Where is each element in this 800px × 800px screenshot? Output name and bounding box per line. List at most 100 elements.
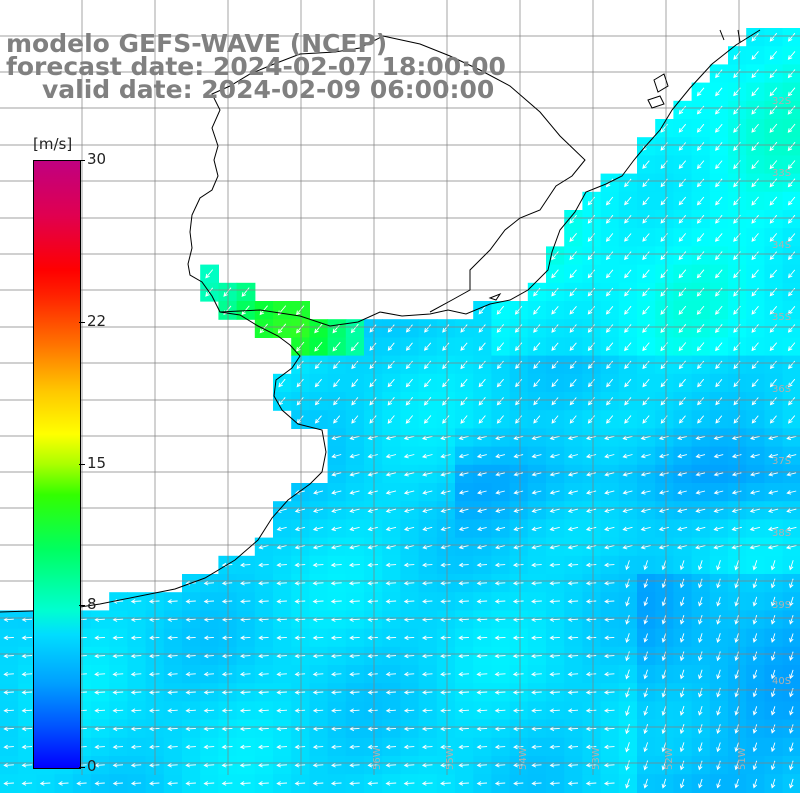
wind-arrow [387, 324, 395, 333]
wind-arrow [567, 471, 578, 477]
wind-arrow [624, 196, 632, 206]
wind-arrow [715, 214, 723, 224]
wind-arrow [696, 87, 705, 97]
wind-arrow [625, 760, 630, 771]
wind-arrow [369, 360, 377, 370]
wind-arrow [622, 435, 633, 441]
wind-arrow [440, 453, 451, 459]
wind-arrow [331, 508, 342, 513]
wind-arrow [21, 781, 33, 786]
wind-arrow [478, 342, 486, 351]
wind-arrow [752, 706, 758, 716]
wind-arrow [403, 490, 415, 495]
wind-arrow [787, 87, 796, 97]
wind-arrow [751, 397, 759, 406]
wind-arrow [531, 490, 542, 495]
wind-arrow [531, 508, 542, 513]
colorbar-tick-label: 22 [87, 311, 107, 330]
wind-arrow [787, 415, 796, 424]
wind-arrow [476, 599, 488, 604]
wind-arrow [112, 635, 124, 641]
wind-arrow [752, 596, 758, 607]
wind-arrow [715, 342, 723, 352]
wind-arrow [421, 744, 433, 750]
wind-arrow [512, 690, 524, 695]
wind-arrow [585, 690, 597, 695]
wind-arrow [734, 669, 739, 680]
wind-arrow [585, 544, 597, 550]
wind-arrow [567, 744, 579, 750]
wind-arrow [679, 778, 685, 789]
wind-arrow [385, 708, 396, 713]
wind-arrow [421, 653, 433, 659]
wind-arrow [440, 635, 451, 641]
wind-arrow [349, 635, 360, 641]
wind-arrow [531, 435, 542, 441]
wind-arrow [112, 690, 124, 695]
wind-arrow [678, 287, 687, 297]
wind-arrow [495, 471, 505, 477]
wind-arrow [533, 305, 541, 315]
wind-arrow [513, 490, 524, 495]
wind-arrow [676, 526, 688, 532]
wind-arrow [549, 471, 560, 477]
wind-arrow [696, 251, 705, 261]
wind-arrow [94, 744, 105, 750]
wind-arrow [385, 580, 397, 586]
wind-arrow [494, 562, 506, 568]
wind-arrow [551, 342, 559, 351]
wind-arrow [385, 508, 397, 513]
wind-arrow [403, 562, 415, 568]
wind-arrow [385, 690, 396, 695]
wind-arrow [696, 178, 705, 188]
wind-arrow [695, 471, 706, 477]
wind-arrow [458, 762, 469, 768]
wind-arrow [750, 471, 760, 477]
wind-arrow [21, 726, 33, 732]
wind-arrow [367, 599, 379, 604]
wind-arrow [494, 599, 506, 604]
wind-arrow [660, 397, 668, 406]
wind-arrow [770, 560, 776, 571]
wind-arrow [769, 87, 778, 97]
wind-arrow [787, 32, 796, 42]
wind-arrow [769, 287, 778, 297]
wind-arrow [640, 526, 651, 532]
wind-arrow [277, 323, 287, 334]
wind-arrow [569, 379, 577, 388]
wind-arrow [294, 671, 306, 677]
wind-arrow [478, 397, 486, 406]
wind-arrow [239, 708, 251, 713]
wind-arrow [787, 397, 796, 406]
longitude-label: 51W [737, 747, 748, 770]
wind-arrow [695, 544, 706, 550]
wind-arrow [787, 69, 796, 79]
wind-arrow [751, 214, 759, 224]
wind-arrow [585, 726, 597, 732]
wind-arrow [167, 690, 178, 695]
wind-arrow [642, 215, 650, 224]
wind-arrow [787, 342, 796, 352]
wind-arrow [423, 415, 432, 424]
wind-arrow [679, 615, 685, 625]
wind-arrow [330, 580, 342, 586]
wind-arrow [351, 360, 359, 370]
wind-arrow [587, 379, 595, 388]
wind-arrow [787, 378, 796, 388]
wind-arrow [716, 724, 721, 734]
wind-arrow [642, 160, 650, 170]
wind-arrow [788, 251, 796, 261]
wind-arrow [605, 306, 614, 315]
wind-arrow [642, 378, 650, 388]
wind-arrow [442, 378, 450, 388]
wind-arrow [112, 781, 123, 786]
wind-arrow [734, 742, 739, 753]
wind-arrow [587, 306, 596, 315]
wind-arrow [330, 544, 342, 550]
wind-arrow [331, 453, 342, 459]
wind-arrow [3, 671, 14, 677]
wind-arrow [569, 287, 577, 297]
wind-arrow [751, 379, 759, 388]
wind-arrow [422, 526, 433, 532]
wind-arrow [331, 762, 342, 768]
